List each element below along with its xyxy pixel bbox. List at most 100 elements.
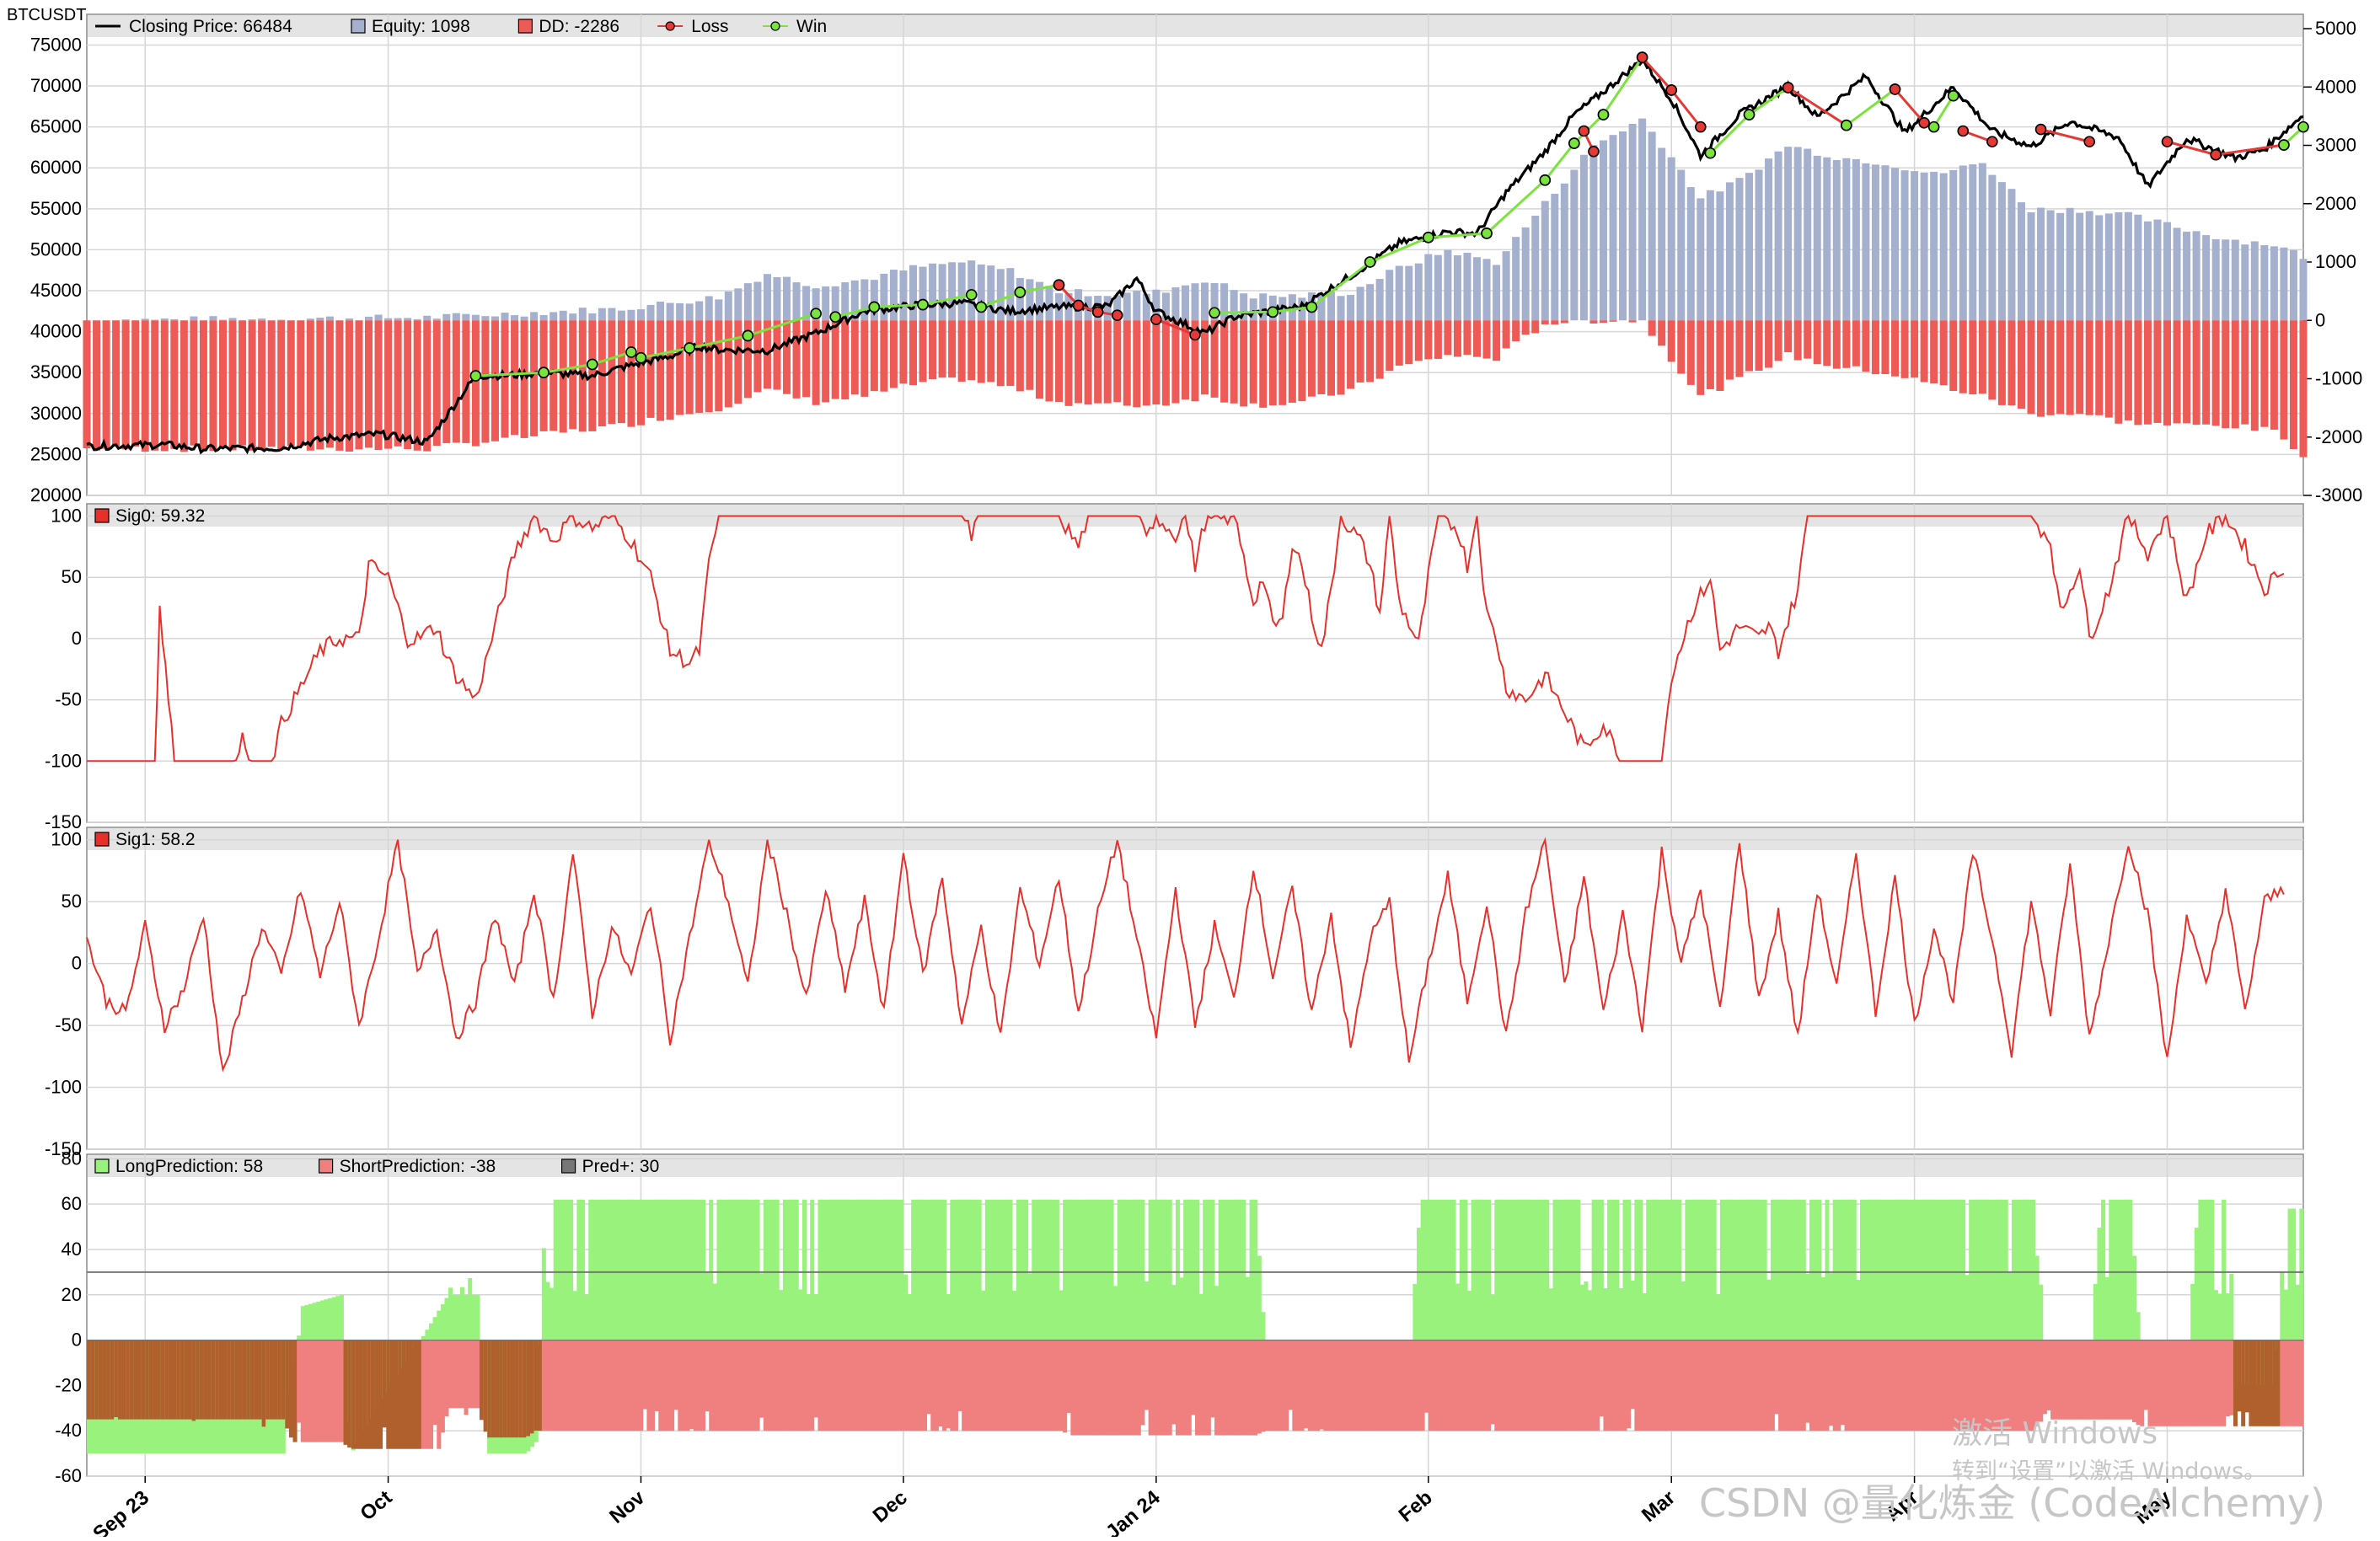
drawdown-bar: [2212, 320, 2220, 425]
long-prediction-bar: [1670, 1200, 1674, 1340]
short-prediction-bar: [1289, 1340, 1293, 1410]
long-prediction-bar: [2229, 1274, 2233, 1340]
drawdown-bar: [1483, 320, 1491, 358]
long-prediction-bar: [239, 1420, 243, 1453]
long-prediction-bar: [1643, 1293, 1647, 1340]
short-prediction-bar: [114, 1340, 118, 1417]
equity-bar: [783, 277, 791, 321]
long-prediction-bar: [164, 1420, 169, 1453]
drawdown-bar: [647, 320, 655, 418]
short-prediction-bar: [164, 1340, 169, 1420]
legend-label: Pred+: 30: [582, 1157, 660, 1176]
drawdown-bar: [1648, 320, 1656, 335]
short-prediction-bar: [674, 1340, 678, 1410]
drawdown-bar: [2086, 320, 2093, 415]
long-prediction-bar: [1665, 1200, 1670, 1340]
short-prediction-bar: [1895, 1340, 1900, 1431]
equity-bar: [161, 318, 169, 320]
short-prediction-bar: [1864, 1340, 1868, 1431]
short-prediction-bar: [2292, 1340, 2296, 1426]
short-prediction-bar: [1498, 1340, 1503, 1431]
short-prediction-bar: [222, 1340, 227, 1420]
short-prediction-bar: [1199, 1340, 1203, 1436]
long-prediction-bar: [1981, 1200, 1985, 1340]
long-prediction-bar: [1525, 1200, 1530, 1340]
long-prediction-bar: [324, 1299, 328, 1340]
long-prediction-bar: [1180, 1277, 1184, 1340]
panel-frame-1: [87, 504, 2303, 822]
short-prediction-bar: [1564, 1340, 1568, 1431]
long-prediction-bar: [351, 1449, 356, 1451]
long-prediction-bar: [1603, 1288, 1607, 1340]
long-prediction-bar: [340, 1295, 344, 1340]
long-prediction-bar: [950, 1200, 954, 1340]
long-prediction-bar: [1241, 1200, 1246, 1340]
drawdown-bar: [1396, 320, 1403, 366]
equity-bar: [560, 311, 567, 320]
equity-bar: [219, 320, 227, 321]
short-prediction-bar: [2202, 1340, 2206, 1426]
short-prediction-bar: [1631, 1340, 1635, 1410]
short-prediction-bar: [2175, 1340, 2179, 1426]
short-prediction-bar: [689, 1340, 694, 1430]
long-prediction-bar: [499, 1437, 503, 1453]
long-prediction-bar: [1922, 1200, 1927, 1340]
long-prediction-bar: [1168, 1200, 1172, 1340]
short-prediction-bar: [841, 1340, 845, 1431]
long-prediction-bar: [775, 1200, 780, 1340]
long-prediction-bar: [1020, 1200, 1024, 1340]
short-prediction-bar: [985, 1340, 989, 1431]
equity-bar: [540, 315, 548, 320]
drawdown-bar: [1561, 320, 1568, 323]
drawdown-bar: [1881, 320, 1889, 374]
trade-marker-loss: [2163, 136, 2173, 147]
equity-bar: [1376, 279, 1384, 320]
short-prediction-bar: [1222, 1340, 1226, 1436]
long-prediction-bar: [639, 1200, 643, 1340]
drawdown-bar: [355, 320, 362, 449]
equity-bar: [997, 269, 1005, 320]
short-prediction-bar: [1397, 1340, 1402, 1431]
short-prediction-bar: [316, 1340, 320, 1442]
short-prediction-bar: [1082, 1340, 1086, 1436]
drawdown-bar: [200, 320, 207, 449]
short-prediction-bar: [212, 1340, 216, 1420]
long-prediction-bar: [2217, 1293, 2222, 1340]
drawdown-bar: [258, 320, 265, 450]
equity-bar: [1745, 173, 1753, 320]
short-prediction-bar: [1884, 1340, 1888, 1431]
equity-bar: [1327, 292, 1335, 320]
long-prediction-bar: [721, 1200, 725, 1340]
drawdown-bar: [1629, 320, 1637, 322]
equity-bar: [1405, 266, 1412, 321]
x-tick-label: Jan 24: [1102, 1485, 1165, 1537]
drawdown-bar: [297, 320, 304, 446]
equity-bar: [948, 262, 956, 320]
short-prediction-bar: [534, 1340, 539, 1431]
short-prediction-bar: [958, 1340, 962, 1411]
long-prediction-bar: [472, 1295, 476, 1340]
drawdown-bar: [2280, 320, 2287, 439]
drawdown-bar: [1911, 320, 1918, 377]
short-prediction-bar: [1670, 1340, 1674, 1431]
short-prediction-bar: [515, 1340, 519, 1438]
long-prediction-bar: [1938, 1200, 1942, 1340]
short-prediction-bar: [1833, 1340, 1837, 1431]
equity-bar: [1842, 158, 1850, 320]
long-prediction-bar: [460, 1287, 464, 1340]
drawdown-bar: [968, 320, 975, 380]
long-prediction-bar: [1000, 1200, 1005, 1340]
long-prediction-bar: [966, 1200, 970, 1340]
equity-bar: [929, 264, 936, 320]
legend-dot-icon: [771, 22, 780, 30]
short-prediction-bar: [118, 1340, 122, 1420]
long-prediction-bar: [1911, 1200, 1915, 1340]
equity-bar: [1357, 286, 1364, 320]
drawdown-bar: [958, 320, 966, 382]
legend-label: LongPrediction: 58: [115, 1157, 263, 1176]
short-prediction-bar: [2190, 1340, 2195, 1426]
equity-y-tick: 4000: [2315, 76, 2356, 97]
long-prediction-bar: [2198, 1200, 2202, 1340]
short-prediction-bar: [1226, 1340, 1230, 1436]
drawdown-bar: [2037, 320, 2045, 416]
